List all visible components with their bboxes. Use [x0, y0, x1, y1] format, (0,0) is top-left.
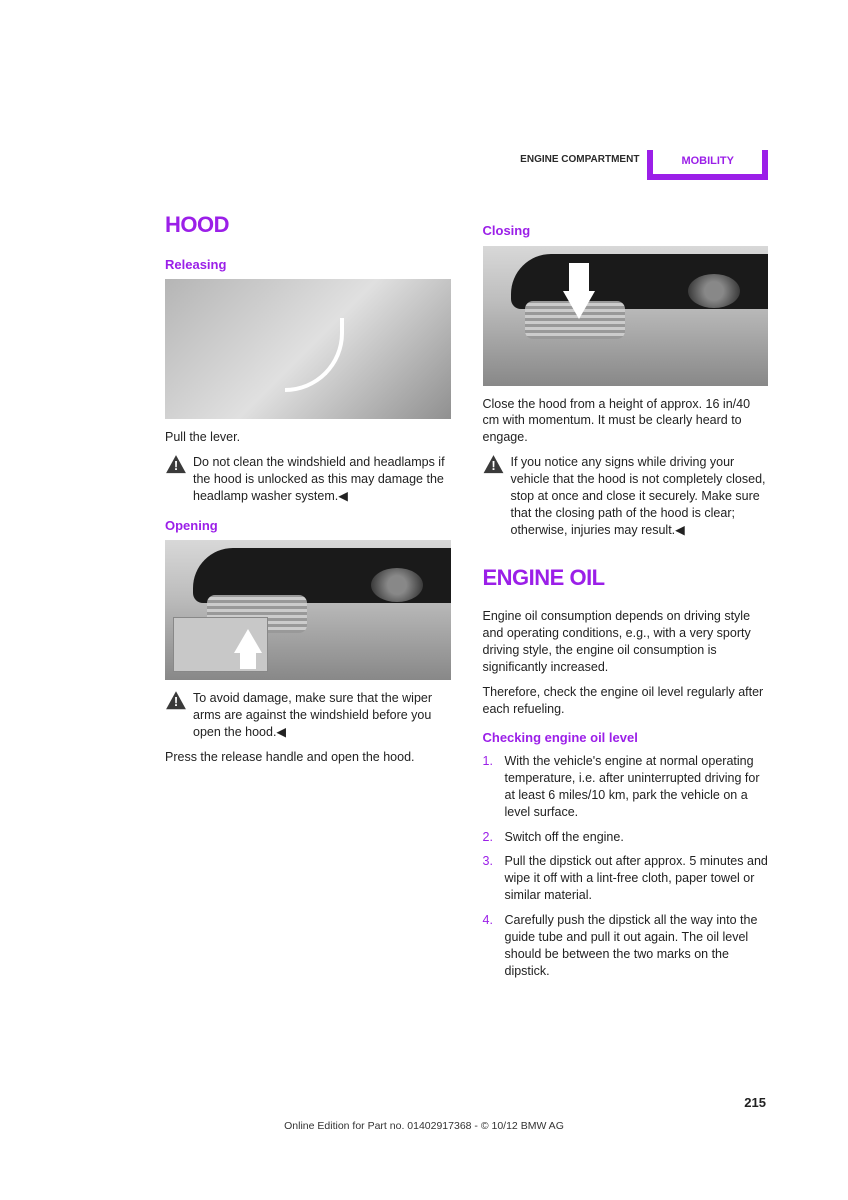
releasing-warning: Do not clean the windshield and headlamp…	[165, 454, 451, 505]
engine-oil-p2: Therefore, check the engine oil level re…	[483, 684, 769, 718]
warning-icon	[165, 454, 187, 474]
engine-oil-p1: Engine oil consumption depends on drivin…	[483, 608, 769, 676]
step-3: Pull the dipstick out after approx. 5 mi…	[483, 853, 769, 904]
closing-heading: Closing	[483, 222, 769, 240]
page-header: ENGINE COMPARTMENT MOBILITY	[165, 150, 768, 180]
engine-oil-title: ENGINE OIL	[483, 563, 769, 593]
opening-warning: To avoid damage, make sure that the wipe…	[165, 690, 451, 741]
footer-text: Online Edition for Part no. 01402917368 …	[0, 1120, 848, 1132]
releasing-image	[165, 279, 451, 419]
section-label: ENGINE COMPARTMENT	[520, 150, 639, 165]
closing-warning-text: If you notice any signs while driving yo…	[511, 454, 769, 538]
opening-text: Press the release handle and open the ho…	[165, 749, 451, 766]
opening-image	[165, 540, 451, 680]
step-2: Switch off the engine.	[483, 829, 769, 846]
step-1: With the vehicle's engine at normal oper…	[483, 753, 769, 821]
checking-steps-list: With the vehicle's engine at normal oper…	[483, 753, 769, 980]
opening-heading: Opening	[165, 517, 451, 535]
releasing-warning-text: Do not clean the windshield and headlamp…	[193, 454, 451, 505]
left-column: HOOD Releasing Pull the lever. Do not cl…	[165, 210, 451, 988]
closing-text: Close the hood from a height of approx. …	[483, 396, 769, 447]
checking-heading: Checking engine oil level	[483, 729, 769, 747]
releasing-heading: Releasing	[165, 256, 451, 274]
closing-image	[483, 246, 769, 386]
hood-title: HOOD	[165, 210, 451, 240]
opening-warning-text: To avoid damage, make sure that the wipe…	[193, 690, 451, 741]
warning-icon	[483, 454, 505, 474]
releasing-text: Pull the lever.	[165, 429, 451, 446]
closing-warning: If you notice any signs while driving yo…	[483, 454, 769, 538]
step-4: Carefully push the dipstick all the way …	[483, 912, 769, 980]
page-number: 215	[744, 1095, 766, 1110]
tab-mobility: MOBILITY	[647, 150, 768, 180]
warning-icon	[165, 690, 187, 710]
right-column: Closing Close the hood from a height of …	[483, 210, 769, 988]
